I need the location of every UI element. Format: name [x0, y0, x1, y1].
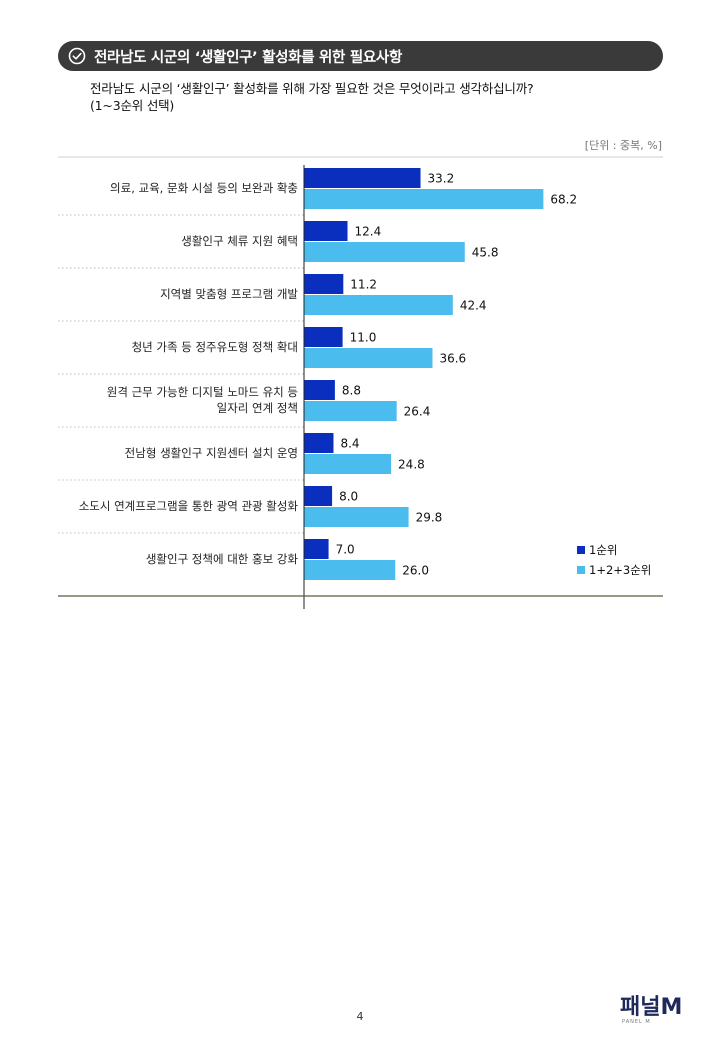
legend-swatch-first [577, 546, 585, 554]
bar-first [304, 274, 344, 294]
category-label: 청년 가족 등 정주유도형 정책 확대 [132, 340, 298, 354]
logo-subtext: PANEL M [622, 1019, 651, 1025]
bar-first [304, 380, 335, 400]
check-circle-icon [68, 47, 86, 65]
survey-question: 전라남도 시군의 ‘생활인구’ 활성화를 위해 가장 필요한 것은 무엇이라고 … [90, 80, 534, 114]
bar-total [304, 560, 396, 580]
bar-chart: 의료, 교육, 문화 시설 등의 보완과 확충 33.2 68.2 생활인구 체류 지… [58, 156, 663, 609]
data-label-total: 24.8 [398, 458, 425, 472]
bar-first [304, 168, 421, 188]
data-label-total: 29.8 [416, 511, 443, 525]
data-label-total: 26.4 [404, 405, 431, 419]
section-title-bar: 전라남도 시군의 ‘생활인구’ 활성화를 위한 필요사항 [58, 41, 663, 71]
question-line-2: (1~3순위 선택) [90, 98, 175, 113]
bar-first [304, 327, 343, 347]
data-label-total: 26.0 [402, 564, 429, 578]
page-number: 4 [356, 1010, 364, 1023]
category-label: 소도시 연계프로그램을 통한 광역 관광 활성화 [79, 499, 299, 513]
data-label-first: 12.4 [355, 225, 382, 239]
bar-total [304, 242, 465, 262]
logo-text: 패널M [620, 995, 682, 1020]
category-label: 일자리 연계 정책 [217, 401, 298, 415]
bar-total [304, 295, 453, 315]
panel-m-logo: 패널M PANEL M [620, 995, 682, 1025]
data-label-first: 11.2 [350, 278, 377, 292]
unit-label: [단위 : 중복, %] [584, 139, 662, 152]
category-label: 전남형 생활인구 지원센터 설치 운영 [125, 446, 298, 460]
bar-total [304, 401, 397, 421]
legend-label-total: 1+2+3순위 [589, 563, 652, 577]
data-label-first: 33.2 [428, 172, 455, 186]
data-label-first: 8.0 [339, 490, 358, 504]
bar-total [304, 348, 433, 368]
data-label-first: 7.0 [336, 543, 355, 557]
question-line-1: 전라남도 시군의 ‘생활인구’ 활성화를 위해 가장 필요한 것은 무엇이라고 … [90, 81, 534, 96]
legend-swatch-total [577, 566, 585, 574]
chart-legend: 1순위 1+2+3순위 [577, 540, 651, 580]
bar-total [304, 454, 392, 474]
data-label-first: 11.0 [350, 331, 377, 345]
category-label: 지역별 맞춤형 프로그램 개발 [160, 287, 298, 301]
data-label-total: 36.6 [439, 352, 466, 366]
category-label: 원격 근무 가능한 디지털 노마드 유치 등 [107, 385, 298, 399]
data-label-first: 8.8 [342, 384, 361, 398]
legend-item-total: 1+2+3순위 [577, 560, 651, 580]
data-label-total: 45.8 [472, 246, 499, 260]
bar-total [304, 507, 409, 527]
legend-item-first: 1순위 [577, 540, 651, 560]
bar-first [304, 433, 334, 453]
category-label: 의료, 교육, 문화 시설 등의 보완과 확충 [110, 181, 298, 195]
bar-first [304, 539, 329, 559]
category-label: 생활인구 정책에 대한 홍보 강화 [146, 552, 299, 566]
data-label-first: 8.4 [340, 437, 359, 451]
section-title: 전라남도 시군의 ‘생활인구’ 활성화를 위한 필요사항 [94, 49, 402, 66]
bar-first [304, 486, 333, 506]
bar-first [304, 221, 348, 241]
legend-label-first: 1순위 [589, 543, 618, 557]
category-label: 생활인구 체류 지원 혜택 [181, 234, 298, 248]
bar-total [304, 189, 544, 209]
data-label-total: 68.2 [550, 193, 577, 207]
data-label-total: 42.4 [460, 299, 487, 313]
